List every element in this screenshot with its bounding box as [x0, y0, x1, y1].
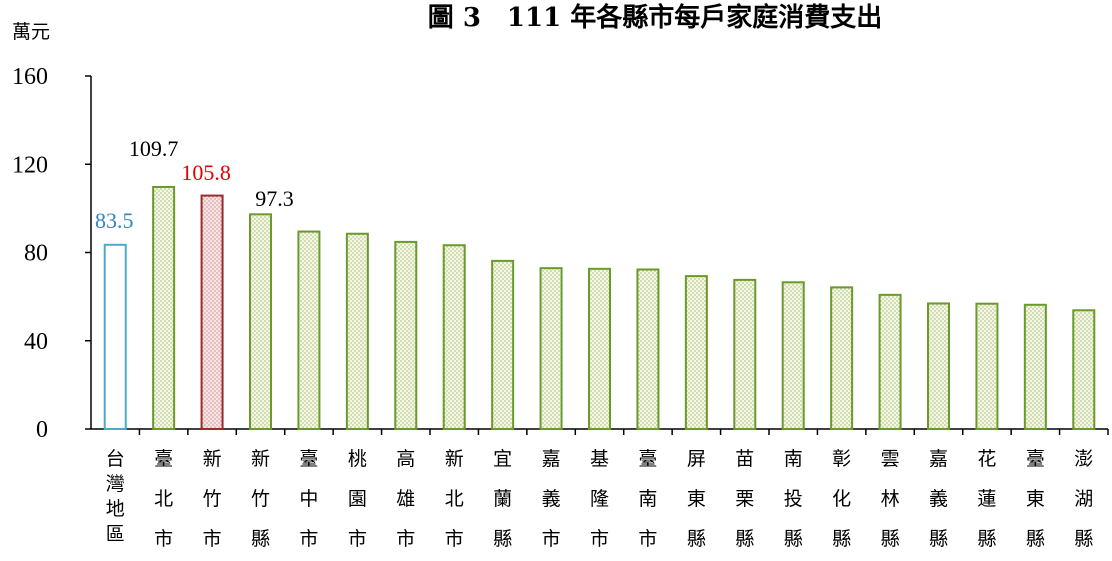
x-tick-label: 高雄市 — [396, 448, 415, 550]
x-tick-label: 屏東縣 — [687, 448, 706, 550]
x-tick-label: 臺北市 — [154, 448, 173, 550]
bar — [103, 243, 127, 430]
bar — [975, 302, 999, 430]
bar — [249, 213, 272, 430]
bar — [878, 293, 902, 430]
x-tick-label: 南投縣 — [784, 448, 803, 550]
x-tick-label: 臺中市 — [299, 448, 318, 550]
bar — [588, 267, 611, 431]
data-label: 109.7 — [129, 136, 179, 161]
x-tick-label: 嘉義縣 — [929, 448, 948, 550]
bar — [1072, 309, 1096, 430]
bar — [491, 259, 515, 431]
y-tick-label: 40 — [24, 329, 48, 355]
x-tick-label: 彰化縣 — [832, 448, 851, 550]
x-tick-label: 台灣地區 — [106, 448, 125, 545]
x-tick-label: 澎湖縣 — [1074, 448, 1093, 550]
bar — [539, 267, 563, 430]
bar — [345, 232, 369, 430]
x-tick-label: 嘉義市 — [542, 448, 561, 550]
bar — [927, 302, 950, 431]
y-axis-ticks: 0 40 80 120 160 — [12, 64, 91, 443]
bar — [200, 194, 224, 430]
bar — [781, 281, 805, 430]
x-tick-label: 新北市 — [445, 448, 464, 550]
bar — [684, 275, 708, 430]
x-tick-label: 臺南市 — [638, 448, 657, 550]
bar — [394, 240, 418, 430]
chart-title: 圖 3 111 年各縣市每戶家庭消費支出 — [428, 2, 882, 33]
bar — [733, 278, 757, 431]
x-tick-label: 基隆市 — [590, 448, 609, 550]
y-tick-label: 0 — [36, 417, 48, 443]
y-tick-label: 120 — [12, 152, 48, 178]
x-tick-label: 新竹縣 — [251, 448, 270, 550]
x-tick-label: 花蓮縣 — [977, 448, 996, 550]
bar — [830, 286, 854, 431]
y-tick-label: 160 — [12, 64, 48, 90]
data-label: 83.5 — [95, 208, 134, 233]
x-tick-label: 臺東縣 — [1026, 448, 1045, 550]
y-axis-unit-label: 萬元 — [12, 21, 50, 43]
data-label: 105.8 — [181, 160, 231, 185]
bar — [636, 268, 660, 430]
bar — [1023, 303, 1047, 430]
bar — [152, 185, 176, 430]
y-tick-label: 80 — [24, 241, 48, 267]
bar — [297, 230, 321, 430]
data-label: 97.3 — [255, 186, 294, 211]
x-tick-label: 雲林縣 — [881, 448, 900, 550]
x-tick-label: 桃園市 — [348, 448, 367, 550]
bar — [442, 244, 466, 430]
x-tick-label: 宜蘭縣 — [493, 448, 512, 550]
bars — [103, 185, 1096, 431]
x-tick-label: 苗栗縣 — [735, 448, 754, 550]
x-axis-ticks: 台灣地區 臺北市 新竹市 新竹縣 臺中市 桃園市 高雄市 新北市 宜蘭縣 嘉義市 基隆市 臺南市 屏東縣… — [106, 429, 1109, 550]
x-tick-label: 新竹市 — [203, 448, 222, 550]
